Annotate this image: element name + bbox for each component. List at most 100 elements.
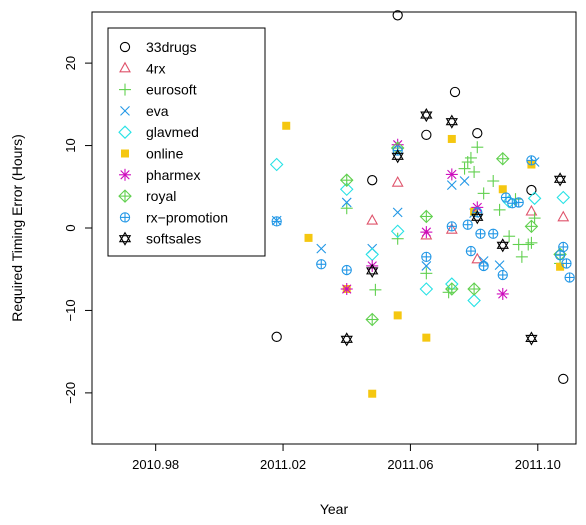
data-point xyxy=(556,262,565,271)
x-tick-label: 2010.98 xyxy=(132,457,179,472)
data-point xyxy=(496,238,509,253)
legend-label: online xyxy=(146,146,184,162)
data-point xyxy=(557,210,570,222)
data-point xyxy=(422,333,431,342)
data-point xyxy=(458,162,471,175)
data-point xyxy=(488,228,499,239)
legend-marker xyxy=(118,231,132,246)
x-tick-label: 2011.02 xyxy=(260,457,306,472)
legend-label: 33drugs xyxy=(146,39,197,55)
legend: 33drugs 4rx eurosoft eva glavmed online pharme… xyxy=(107,27,266,257)
series-royal xyxy=(339,141,567,327)
data-point xyxy=(507,198,518,209)
data-point xyxy=(282,121,291,130)
data-point xyxy=(525,331,538,346)
data-point xyxy=(468,165,481,178)
legend-item: eurosoft xyxy=(119,82,197,98)
data-point xyxy=(459,176,470,186)
data-point xyxy=(304,233,313,242)
legend-label: royal xyxy=(146,188,176,204)
data-point xyxy=(419,209,434,224)
data-point xyxy=(269,157,284,172)
data-point xyxy=(527,191,542,206)
legend-item: royal xyxy=(118,188,176,204)
data-point xyxy=(467,282,481,296)
data-point xyxy=(475,228,486,239)
legend-marker xyxy=(118,189,132,203)
data-point xyxy=(493,203,506,216)
data-point xyxy=(316,259,327,270)
data-point xyxy=(515,250,528,263)
y-axis: −20 −10 0 10 20 xyxy=(63,56,93,404)
data-point xyxy=(503,230,516,243)
data-point xyxy=(471,141,484,154)
y-tick-label: −10 xyxy=(63,299,78,321)
data-point xyxy=(496,287,509,300)
data-point xyxy=(467,293,481,308)
data-point xyxy=(471,210,484,225)
data-point xyxy=(524,219,539,234)
series-softsales xyxy=(340,107,567,347)
data-point xyxy=(365,312,379,327)
legend-item: rx−promotion xyxy=(119,209,228,225)
data-point xyxy=(339,173,354,187)
legend-marker xyxy=(120,106,130,116)
data-point xyxy=(391,232,404,245)
legend-item: glavmed xyxy=(118,124,199,140)
data-point xyxy=(365,247,379,262)
legend-marker xyxy=(121,149,129,158)
data-point xyxy=(470,207,479,216)
data-point xyxy=(445,168,458,181)
legend-marker xyxy=(119,61,131,73)
legend-label: rx−promotion xyxy=(146,209,228,225)
data-point xyxy=(449,86,461,98)
data-point xyxy=(341,264,352,276)
legend-label: softsales xyxy=(146,231,201,247)
data-point xyxy=(366,263,379,278)
legend-item: online xyxy=(121,146,184,162)
data-point xyxy=(526,184,537,196)
data-point xyxy=(421,251,432,263)
x-axis: 2010.98 2011.02 2011.06 2011.10 xyxy=(132,443,561,472)
data-point xyxy=(445,223,458,234)
y-tick-label: 10 xyxy=(63,138,78,152)
x-tick-label: 2011.10 xyxy=(515,457,561,472)
data-point xyxy=(446,221,457,232)
data-point xyxy=(522,238,535,251)
series-glavmed xyxy=(269,157,571,308)
legend-marker xyxy=(119,83,131,96)
data-point xyxy=(392,207,403,218)
data-point xyxy=(420,267,433,280)
data-point xyxy=(421,129,432,140)
data-point xyxy=(528,212,541,225)
legend-item: 33drugs xyxy=(119,39,197,55)
data-point xyxy=(341,197,352,208)
data-point xyxy=(561,258,572,269)
data-point xyxy=(339,182,354,197)
data-point xyxy=(497,269,508,281)
data-point xyxy=(564,272,575,283)
data-point xyxy=(419,282,434,296)
data-point xyxy=(271,216,282,227)
legend-label: 4rx xyxy=(146,60,165,76)
data-point xyxy=(421,261,432,271)
data-point xyxy=(340,283,353,296)
data-point xyxy=(498,185,507,194)
x-axis-label: Year xyxy=(320,501,349,517)
data-point xyxy=(446,180,457,191)
legend-marker xyxy=(119,168,131,181)
data-point xyxy=(316,243,327,254)
series-33drugs xyxy=(271,10,569,385)
data-point xyxy=(502,194,516,209)
legend-label: glavmed xyxy=(146,124,199,140)
data-point xyxy=(495,151,510,166)
data-point xyxy=(447,134,456,143)
legend-box xyxy=(107,27,266,257)
y-tick-label: 0 xyxy=(63,224,78,231)
data-point xyxy=(340,202,353,215)
legend-item: eva xyxy=(120,103,169,119)
legend-marker xyxy=(118,125,132,139)
y-axis-label: Required Timing Error (Hours) xyxy=(9,134,25,322)
legend-item: 4rx xyxy=(119,60,165,76)
